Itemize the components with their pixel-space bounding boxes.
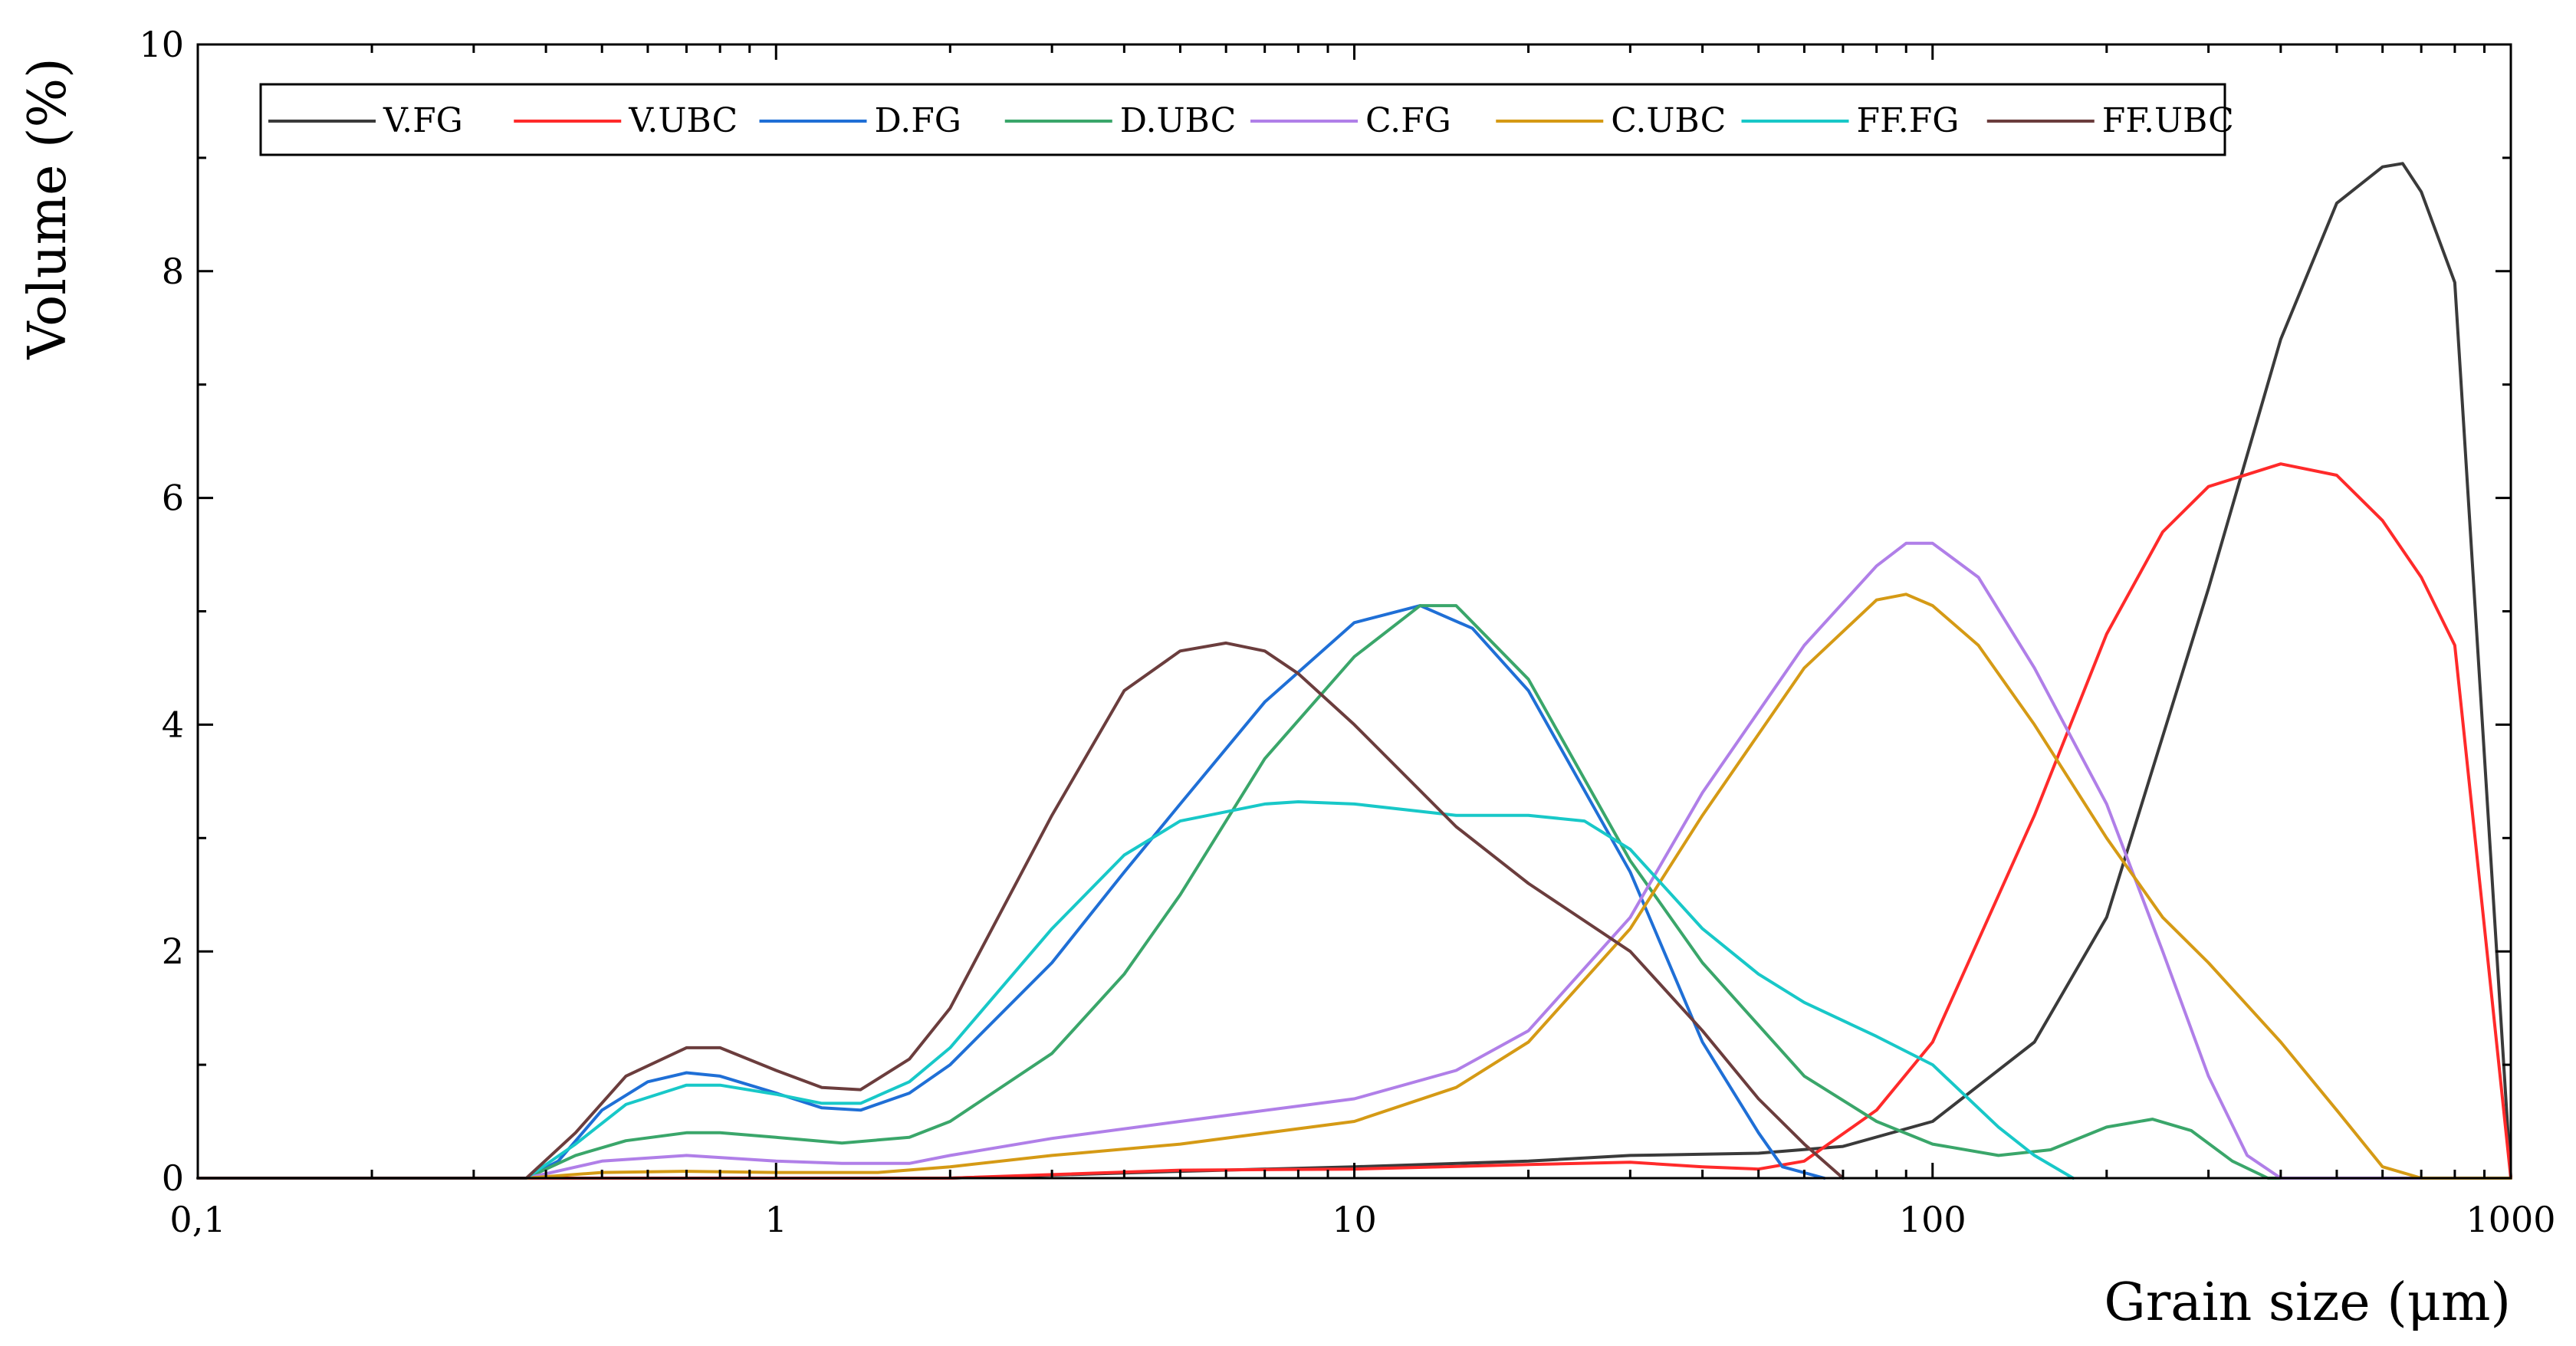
- x-tick-label: 10: [1332, 1199, 1377, 1240]
- legend-label: FF.UBC: [2102, 101, 2234, 140]
- x-tick-label: 1: [765, 1199, 787, 1240]
- x-axis-title: Grain size (μm): [2104, 1272, 2511, 1333]
- y-axis-title: Volume (%): [18, 57, 78, 359]
- x-tick-labels: 0,1 1 10 100 1000: [169, 1199, 2555, 1240]
- legend-label: D.UBC: [1120, 101, 1237, 140]
- axis-layer: [196, 43, 2512, 1180]
- x-tick-label: 0,1: [169, 1199, 225, 1240]
- y-tick-label: 4: [162, 704, 184, 745]
- series-line-ff-fg: [196, 800, 2075, 1180]
- y-tick-labels: 0 2 4 6 8 10: [139, 24, 184, 1199]
- series-line-ff-ubc: [196, 641, 1845, 1180]
- y-tick-label: 8: [162, 251, 184, 292]
- y-tick-label: 2: [162, 931, 184, 972]
- legend-label: C.FG: [1365, 101, 1451, 140]
- x-tick-label: 100: [1899, 1199, 1967, 1240]
- y-tick-label: 0: [162, 1157, 184, 1199]
- series-line-v-ubc: [196, 462, 2512, 1180]
- y-tick-label: 6: [162, 478, 184, 519]
- series-layer: [196, 162, 2512, 1180]
- legend: V.FG V.UBC D.FG D.UBC C.FG C.UBC FF.FG FF.UBC: [259, 83, 2234, 156]
- series-line-d-fg: [196, 604, 1826, 1180]
- y-tick-label: 10: [139, 24, 184, 65]
- legend-label: D.FG: [875, 101, 961, 140]
- legend-label: V.UBC: [628, 101, 738, 140]
- legend-label: C.UBC: [1611, 101, 1726, 140]
- series-line-c-ubc: [196, 593, 2512, 1180]
- series-line-d-ubc: [196, 604, 2512, 1180]
- series-line-c-fg: [196, 541, 2512, 1180]
- x-tick-label: 1000: [2466, 1199, 2555, 1240]
- legend-label: FF.FG: [1857, 101, 1960, 140]
- legend-label: V.FG: [383, 101, 463, 140]
